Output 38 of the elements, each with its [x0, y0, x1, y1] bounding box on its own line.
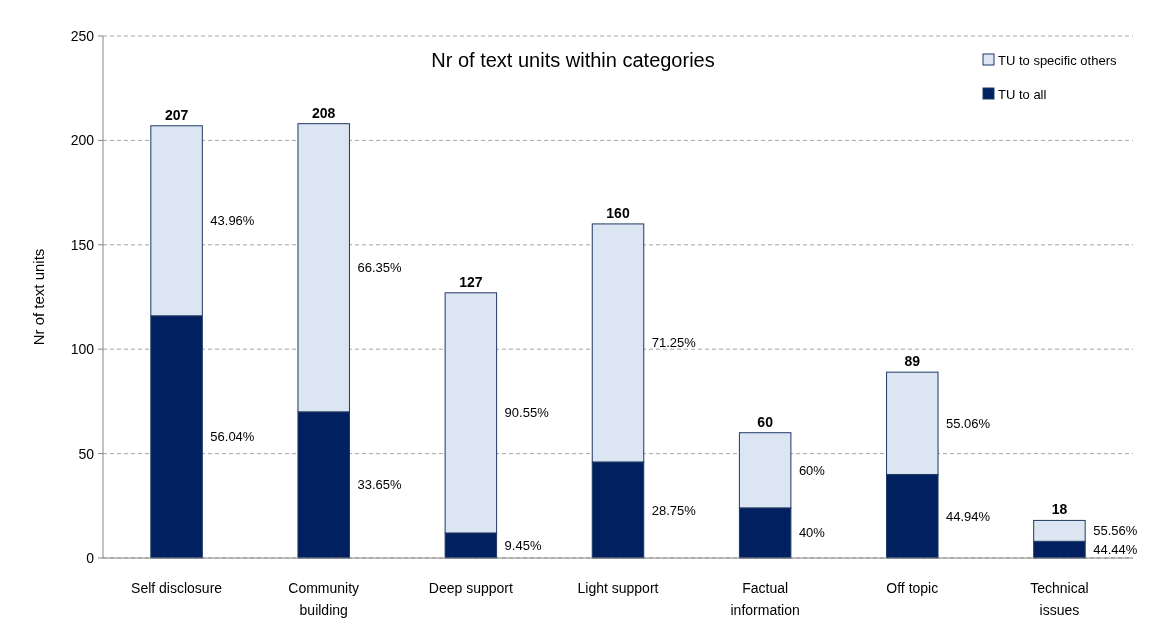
x-tick-label: Light support: [577, 580, 659, 596]
total-label: 160: [606, 204, 630, 221]
x-tick-label: Factual information: [730, 580, 800, 618]
annotation: 55.56%: [1093, 523, 1138, 539]
annotation: 55.06%: [946, 415, 991, 431]
annotation: 56.04%: [210, 429, 255, 445]
annotation: 28.75%: [651, 502, 697, 518]
y-tick-label: 250: [70, 27, 95, 44]
x-tick-label: Community building: [288, 580, 360, 618]
legend-label: TU to all: [998, 86, 1047, 102]
total-label: 18: [1051, 501, 1068, 518]
annotation: 44.44%: [1093, 542, 1138, 558]
annotation: 33.65%: [357, 477, 402, 493]
total-label: 89: [904, 353, 921, 370]
y-tick-label: 50: [78, 445, 95, 462]
y-tick-label: 100: [70, 341, 95, 358]
annotation: 71.25%: [651, 335, 697, 351]
y-tick-label: 200: [70, 132, 95, 149]
total-label: 208: [312, 104, 336, 121]
text: Nr of text units within categories: [431, 49, 715, 71]
x-tick-label: Technical issues: [1030, 580, 1089, 618]
annotation: 44.94%: [946, 508, 991, 524]
annotation: 9.45%: [504, 538, 542, 554]
x-tick-label: Deep support: [428, 580, 513, 596]
annotation: 66.35%: [357, 260, 402, 276]
total-label: 60: [757, 413, 774, 430]
y-axis-title: Nr of text units: [30, 248, 47, 346]
annotation: 90.55%: [504, 405, 550, 421]
x-tick-label: Self disclosure: [131, 580, 223, 596]
total-label: 127: [459, 273, 483, 290]
x-tick-label: Off topic: [886, 580, 939, 596]
annotation: 40%: [798, 525, 826, 541]
annotation: 43.96%: [210, 213, 255, 229]
y-tick-label: 0: [86, 549, 95, 566]
y-tick-label: 150: [70, 236, 95, 253]
total-label: 207: [164, 106, 189, 123]
annotation: 60%: [798, 462, 826, 478]
legend-label: TU to specific others: [998, 52, 1117, 68]
